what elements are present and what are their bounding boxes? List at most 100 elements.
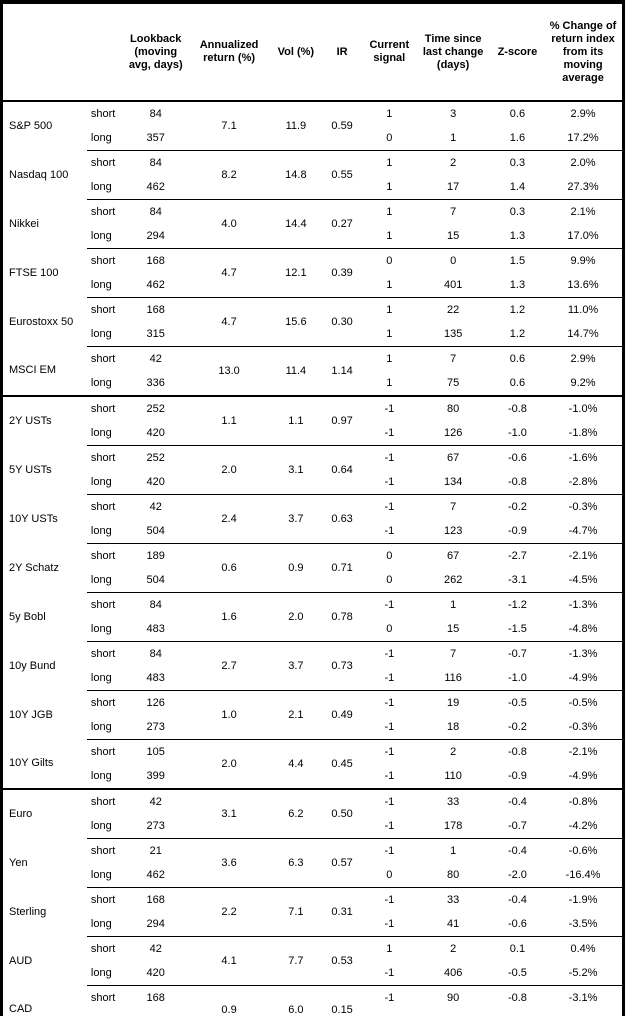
asset-row-long: long 462 1 17 1.4 27.3% (2, 175, 624, 200)
lookback-value: 105 (124, 739, 188, 764)
pct-change-value: 27.3% (567, 180, 599, 193)
asset-row-long: long 462 1 401 1.3 13.6% (2, 273, 624, 298)
time-since-value: 80 (447, 868, 460, 881)
pct-change-value: 11.0% (544, 297, 624, 322)
current-signal-value: 1 (363, 346, 416, 371)
annualized-return-value: 2.0 (187, 445, 271, 495)
pct-change-value: 13.6% (567, 278, 599, 291)
pct-change-value: -4.8% (568, 622, 598, 635)
current-signal-value: -1 (363, 445, 416, 470)
lookback-value: 84 (124, 641, 188, 666)
time-since-value: 0 (415, 248, 491, 273)
pct-change-value: -0.6% (544, 838, 624, 863)
horizon-label: short (86, 346, 125, 371)
horizon-label: short (86, 150, 125, 175)
annualized-return-value: 2.4 (187, 494, 271, 544)
horizon-label: short (86, 690, 125, 715)
horizon-label: long (90, 278, 112, 291)
col-header-lookback: Lookback (moving avg, days) (124, 2, 188, 102)
current-signal-value: -1 (363, 494, 416, 519)
asset-name: CAD (9, 1003, 33, 1016)
horizon-label: long (90, 573, 112, 586)
current-signal-value: -1 (363, 838, 416, 863)
asset-row-long: long 273 -1 178 -0.7 -4.2% (2, 814, 624, 839)
ir-value: 1.14 (321, 346, 364, 396)
lookback-value: 42 (124, 494, 188, 519)
horizon-label: short (86, 494, 125, 519)
current-signal-value: -1 (384, 524, 395, 537)
asset-row-short: S&P 500 short 84 7.1 11.9 0.59 1 3 0.6 2.9% (1, 100, 624, 151)
ir-value: 0.78 (321, 592, 364, 642)
horizon-label: long (90, 376, 112, 389)
asset-row-short: AUD short 42 4.1 7.7 0.53 1 2 0.1 0.4% (2, 936, 624, 986)
z-score-value: -2.0 (507, 868, 527, 881)
current-signal-value: -1 (384, 769, 395, 782)
ir-value: 0.55 (321, 150, 364, 200)
pct-change-value: -1.8% (568, 426, 598, 439)
time-since-value: 262 (443, 573, 463, 586)
z-score-value: -0.5 (490, 690, 545, 715)
current-signal-value: -1 (363, 592, 416, 617)
z-score-value: 1.3 (509, 229, 526, 242)
pct-change-value: -7.1% (544, 1010, 623, 1016)
time-since-value: 90 (415, 985, 491, 1010)
asset-row-long: long 483 -1 116 -1.0 -4.9% (2, 666, 624, 691)
z-score-value: 0.3 (490, 199, 545, 224)
time-since-value: 7 (415, 494, 491, 519)
pct-change-value: -1.9% (544, 887, 624, 912)
time-since-value: 496 (415, 1010, 490, 1016)
current-signal-value: 0 (363, 543, 416, 568)
horizon-label: short (86, 100, 125, 126)
time-since-value: 7 (415, 346, 491, 371)
z-score-value: -0.4 (490, 788, 545, 814)
time-since-value: 135 (443, 327, 463, 340)
ir-value: 0.97 (321, 395, 364, 446)
asset-row-short: MSCI EM short 42 13.0 11.4 1.14 1 7 0.6 2.9% (2, 346, 624, 396)
vol-value: 3.1 (270, 445, 321, 495)
col-header-annualized-return: Annualized return (%) (187, 2, 271, 102)
annualized-return-value: 4.0 (187, 199, 271, 249)
z-score-value: -1.0 (507, 671, 527, 684)
pct-change-value: -0.5% (544, 690, 624, 715)
asset-name: Nasdaq 100 (9, 168, 69, 181)
horizon-label: short (86, 199, 125, 224)
z-score-value: -0.8 (490, 395, 545, 421)
pct-change-value: -4.2% (568, 819, 598, 832)
time-since-value: 75 (447, 376, 460, 389)
ir-value: 0.30 (321, 297, 364, 347)
asset-row-short: 10Y JGB short 126 1.0 2.1 0.49 -1 19 -0.5 -0.5% (2, 690, 624, 740)
lookback-value: 336 (146, 376, 165, 389)
z-score-value: 0.6 (490, 346, 545, 371)
asset-name: 10Y Gilts (9, 757, 54, 770)
horizon-label: long (90, 720, 112, 733)
horizon-label: long (90, 426, 112, 439)
col-header-asset (1, 2, 87, 102)
vol-value: 3.7 (270, 641, 321, 691)
horizon-label: long (87, 1010, 124, 1016)
lookback-value: 504 (146, 524, 165, 537)
z-score-value: -0.6 (490, 445, 545, 470)
horizon-label: long (90, 671, 112, 684)
time-since-value: 2 (415, 936, 491, 961)
horizon-label: short (86, 248, 125, 273)
ir-value: 0.63 (321, 494, 364, 544)
vol-value: 14.4 (270, 199, 321, 249)
lookback-value: 420 (146, 475, 165, 488)
asset-row-short: Euro short 42 3.1 6.2 0.50 -1 33 -0.4 -0.8% (1, 788, 624, 839)
asset-name: 5y Bobl (9, 610, 46, 623)
pct-change-value: -0.8% (544, 788, 624, 814)
current-signal-value: 1 (363, 100, 416, 126)
horizon-label: short (86, 641, 125, 666)
col-header-ir: IR (321, 2, 364, 102)
pct-change-value: 9.2% (570, 376, 596, 389)
current-signal-value: -1 (384, 720, 395, 733)
asset-row-long: long 420 -1 134 -0.8 -2.8% (2, 470, 624, 495)
pct-change-value: -3.5% (568, 917, 598, 930)
z-score-value: -0.7 (490, 641, 545, 666)
ir-value: 0.57 (321, 838, 364, 888)
col-header-vol: Vol (%) (270, 2, 321, 102)
time-since-value: 15 (447, 622, 460, 635)
pct-change-value: -2.1% (544, 543, 624, 568)
asset-row-short: FTSE 100 short 168 4.7 12.1 0.39 0 0 1.5 9.9% (2, 248, 624, 298)
pct-change-value: -4.9% (568, 769, 598, 782)
